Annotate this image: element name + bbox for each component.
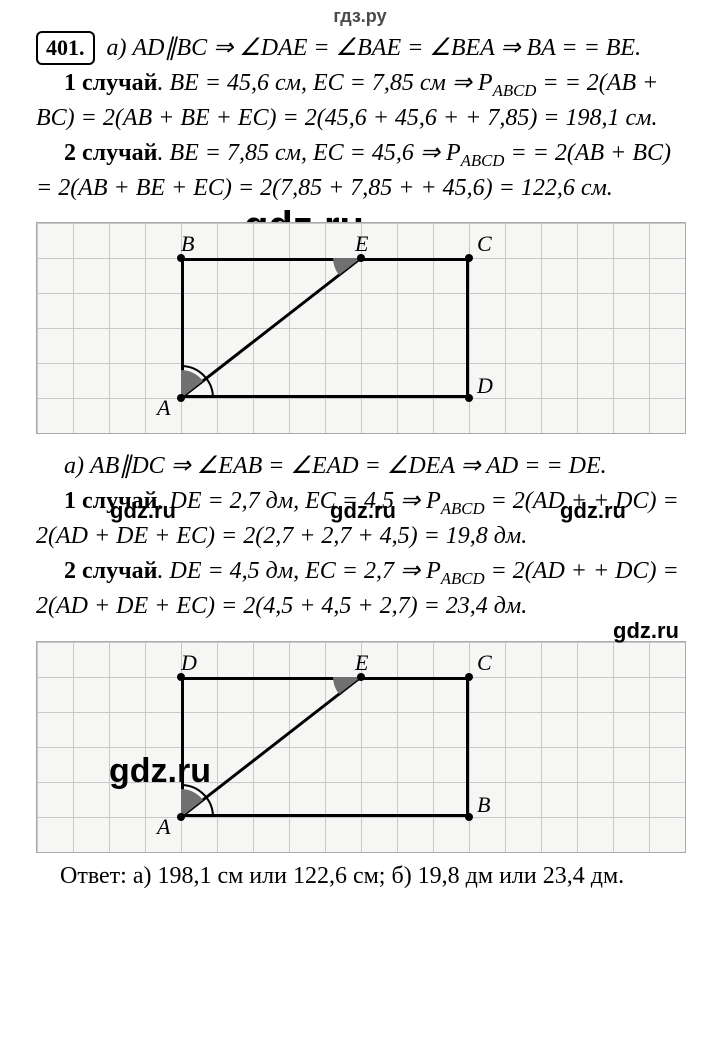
solution-part-a: 401. а) AD∥BC ⇒ ∠DAE = ∠BAE = ∠BEA ⇒ BA …	[0, 31, 720, 216]
part-a-intro: а) AD∥BC ⇒ ∠DAE = ∠BAE = ∠BEA ⇒ BA = = B…	[107, 35, 642, 61]
pt-C	[465, 254, 473, 262]
figure1-wrap: B E C A D	[0, 216, 720, 436]
pt-A	[177, 394, 185, 402]
pt2-A	[177, 813, 185, 821]
abcd-sub-1: ABCD	[493, 80, 537, 99]
lbl-D: D	[477, 373, 493, 399]
lbl-C: C	[477, 231, 492, 257]
lbl2-C: C	[477, 650, 492, 676]
b-case2-text: . DE = 4,5 дм, EC = 2,7 ⇒ P	[157, 558, 440, 584]
case2: 2 случай. BE = 7,85 см, EC = 45,6 ⇒ PABC…	[36, 137, 692, 205]
pt-D	[465, 394, 473, 402]
part-b-intro-line: а) AB∥DC ⇒ ∠EAB = ∠EAD = ∠DEA ⇒ AD = = D…	[36, 450, 692, 482]
figure2-rect	[181, 677, 469, 817]
pt2-C	[465, 673, 473, 681]
part-b-intro: а) AB∥DC ⇒ ∠EAB = ∠EAD = ∠DEA ⇒ AD = = D…	[64, 453, 607, 479]
abcd-sub-4: ABCD	[441, 568, 485, 587]
abcd-sub-3: ABCD	[441, 499, 485, 518]
b-case1-text: . DE = 2,7 дм, EC = 4,5 ⇒ P	[157, 488, 440, 514]
site-header: гдз.ру	[0, 0, 720, 29]
b-case2: 2 случай. DE = 4,5 дм, EC = 2,7 ⇒ PABCD …	[36, 555, 692, 623]
lbl-A: A	[157, 395, 170, 421]
abcd-sub-2: ABCD	[461, 150, 505, 169]
case1: 1 случай. BE = 45,6 см, EC = 7,85 см ⇒ P…	[36, 67, 692, 135]
case1-label: 1 случай	[64, 70, 157, 96]
site-name: гдз.ру	[333, 6, 386, 26]
page-root: { "header": { "site": "гдз.ру" }, "water…	[0, 0, 720, 908]
case2-label: 2 случай	[64, 140, 157, 166]
b-case1-label: 1 случай	[64, 488, 157, 514]
lbl2-D: D	[181, 650, 197, 676]
case1-text: . BE = 45,6 см, EC = 7,85 см ⇒ P	[157, 70, 492, 96]
lbl2-B: B	[477, 792, 490, 818]
figure1-rect	[181, 258, 469, 398]
answer-text: Ответ: а) 198,1 см или 122,6 см; б) 19,8…	[60, 863, 624, 889]
answer-line: Ответ: а) 198,1 см или 122,6 см; б) 19,8…	[0, 855, 720, 908]
intro-line: 401. а) AD∥BC ⇒ ∠DAE = ∠BAE = ∠BEA ⇒ BA …	[36, 31, 692, 65]
pt2-B	[465, 813, 473, 821]
lbl2-E: E	[355, 650, 368, 676]
figure2: D E C A B gdz.ru gdz.ru	[36, 641, 686, 853]
lbl-B: B	[181, 231, 194, 257]
b-case2-label: 2 случай	[64, 558, 157, 584]
case2-text: . BE = 7,85 см, EC = 45,6 ⇒ P	[157, 140, 460, 166]
figure2-wrap: D E C A B gdz.ru gdz.ru	[0, 635, 720, 855]
solution-part-b: а) AB∥DC ⇒ ∠EAB = ∠EAD = ∠DEA ⇒ AD = = D…	[0, 436, 720, 634]
lbl2-A: A	[157, 814, 170, 840]
lbl-E: E	[355, 231, 368, 257]
problem-number: 401.	[36, 31, 95, 65]
figure1: B E C A D	[36, 222, 686, 434]
b-case1: 1 случай. DE = 2,7 дм, EC = 4,5 ⇒ PABCD …	[36, 485, 692, 553]
